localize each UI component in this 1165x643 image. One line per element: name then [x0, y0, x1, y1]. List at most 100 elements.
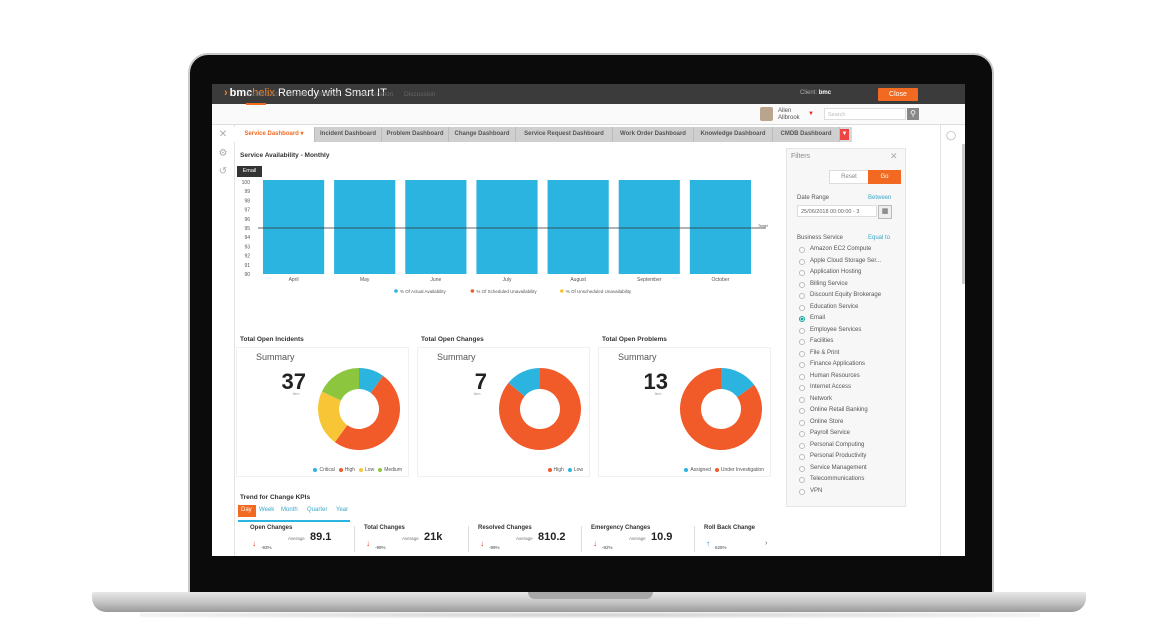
nav-dashboard[interactable]: Dashboard	[246, 91, 278, 98]
nav-administration[interactable]: Administration	[352, 91, 394, 98]
bar-segment[interactable]	[262, 180, 325, 274]
service-radio[interactable]	[799, 350, 805, 357]
kpi-next-icon[interactable]: ›	[765, 540, 768, 547]
period-year[interactable]: Year	[336, 507, 349, 513]
scrollbar[interactable]	[962, 144, 965, 284]
service-radio[interactable]	[799, 385, 805, 391]
tab-incident-dashboard[interactable]: Incident Dashboard	[315, 127, 382, 142]
nav-create[interactable]: Create	[288, 91, 308, 98]
donut-slice[interactable]	[359, 368, 384, 393]
service-option[interactable]: Personal Productivity	[810, 453, 867, 459]
tab-change-dashboard[interactable]: Change Dashboard	[449, 127, 516, 142]
service-option[interactable]: Online Store	[810, 418, 844, 425]
service-option[interactable]: Billing Service	[810, 280, 848, 287]
calendar-icon[interactable]: ▦	[878, 205, 892, 219]
tab-problem-dashboard[interactable]: Problem Dashboard	[382, 127, 449, 142]
global-search-input[interactable]: Search	[824, 108, 906, 120]
donut-slice[interactable]	[721, 368, 755, 398]
service-option[interactable]: Internet Access	[810, 384, 852, 390]
period-month[interactable]: Month	[281, 507, 298, 513]
nav-discussion[interactable]: Discussion	[404, 91, 436, 98]
gear-icon[interactable]: ⚙	[218, 148, 228, 159]
bar-segment[interactable]	[618, 180, 680, 274]
nav-browse[interactable]: Browse	[318, 91, 340, 98]
widget-count[interactable]: 7	[474, 369, 487, 394]
search-icon[interactable]: ⚲	[907, 108, 919, 120]
bar-segment[interactable]	[547, 180, 609, 274]
service-radio[interactable]	[799, 373, 805, 380]
tab-knowledge-dashboard[interactable]: Knowledge Dashboard	[694, 127, 773, 142]
service-option[interactable]: Online Retail Banking	[810, 407, 868, 413]
service-option[interactable]: Finance Applications	[810, 361, 866, 367]
service-radio[interactable]	[799, 362, 805, 368]
filters-reset-button[interactable]: Reset	[829, 170, 869, 184]
donut-chart[interactable]	[495, 364, 585, 454]
widget-count[interactable]: 13	[643, 369, 668, 394]
bar-segment[interactable]	[689, 180, 752, 274]
donut-slice[interactable]	[508, 368, 540, 397]
history-icon[interactable]: ↺	[218, 166, 228, 177]
tab-cmdb-dashboard[interactable]: CMDB Dashboard	[773, 127, 840, 142]
service-radio[interactable]	[799, 396, 805, 403]
donut-chart[interactable]	[314, 364, 404, 454]
service-option[interactable]: Education Service	[810, 303, 859, 310]
service-radio[interactable]	[799, 442, 805, 449]
service-radio[interactable]	[799, 304, 805, 311]
close-button[interactable]: Close	[878, 88, 918, 101]
service-radio[interactable]	[799, 454, 805, 460]
service-option[interactable]: Application Hosting	[810, 269, 862, 275]
service-radio[interactable]	[799, 477, 805, 483]
service-radio[interactable]	[799, 408, 805, 414]
date-range-input[interactable]: 25/06/2018 00:00:00 - 3	[797, 205, 877, 217]
avatar[interactable]	[760, 107, 773, 121]
service-option[interactable]: Human Resources	[810, 372, 860, 379]
filters-go-button[interactable]: Go	[868, 170, 901, 184]
widget-count[interactable]: 37	[281, 369, 306, 394]
service-radio[interactable]	[799, 419, 805, 426]
donut-slice[interactable]	[499, 368, 581, 450]
user-menu-caret-icon[interactable]: ▼	[808, 111, 814, 117]
close-icon[interactable]: ✕	[218, 129, 228, 140]
service-option[interactable]: Facilities	[810, 338, 834, 344]
bar-segment[interactable]	[476, 180, 538, 274]
service-option[interactable]: File & Print	[810, 349, 840, 356]
service-radio[interactable]	[799, 270, 805, 276]
service-radio[interactable]	[799, 431, 805, 437]
donut-slice[interactable]	[334, 375, 400, 450]
chat-icon[interactable]: ◯	[946, 130, 957, 140]
service-option[interactable]: Telecommunications	[810, 476, 865, 482]
tab-work-order-dashboard[interactable]: Work Order Dashboard	[613, 127, 694, 142]
email-button[interactable]: Email	[237, 166, 262, 177]
date-range-operator[interactable]: Between	[868, 195, 892, 201]
filters-close-icon[interactable]: ✕	[890, 151, 898, 161]
donut-slice[interactable]	[318, 391, 348, 443]
service-radio[interactable]	[799, 327, 805, 334]
period-day[interactable]: Day	[241, 507, 252, 513]
service-radio[interactable]	[799, 247, 805, 253]
service-option[interactable]: Amazon EC2 Compute	[810, 246, 872, 252]
period-quarter[interactable]: Quarter	[307, 507, 328, 513]
service-radio[interactable]	[799, 258, 805, 265]
service-radio[interactable]	[799, 281, 805, 288]
service-option[interactable]: VPN	[810, 487, 823, 494]
service-option[interactable]: Network	[810, 395, 833, 402]
app-logo[interactable]: › bmchelix Remedy with Smart IT	[224, 87, 387, 99]
donut-chart[interactable]	[676, 364, 766, 454]
donut-slice[interactable]	[321, 368, 359, 401]
service-radio[interactable]	[799, 339, 805, 345]
bar-segment[interactable]	[334, 180, 396, 274]
service-radio[interactable]	[799, 316, 805, 322]
tab-service-request-dashboard[interactable]: Service Request Dashboard	[516, 127, 613, 142]
service-option[interactable]: Personal Computing	[810, 441, 865, 448]
user-name[interactable]: Allen Allbrook	[778, 108, 800, 122]
donut-slice[interactable]	[680, 368, 762, 450]
service-option[interactable]: Payroll Service	[810, 430, 851, 436]
service-radio[interactable]	[799, 293, 805, 299]
service-option[interactable]: Employee Services	[810, 326, 862, 333]
service-radio[interactable]	[799, 465, 805, 472]
tabs-more-icon[interactable]: ▼	[840, 129, 849, 140]
service-option[interactable]: Apple Cloud Storage Ser...	[810, 257, 882, 264]
service-option[interactable]: Email	[810, 315, 826, 321]
service-option[interactable]: Service Management	[810, 464, 867, 471]
service-option[interactable]: Discount Equity Brokerage	[810, 292, 882, 298]
